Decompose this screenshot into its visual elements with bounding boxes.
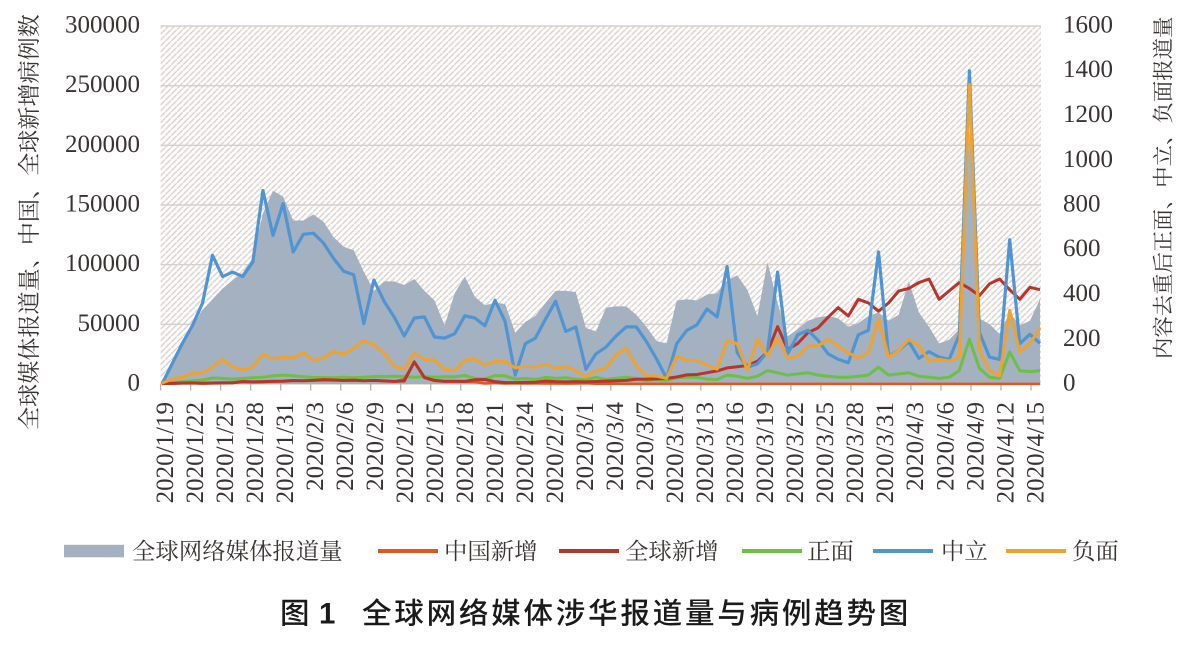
svg-text:300000: 300000 (65, 12, 140, 39)
svg-text:2020/2/27: 2020/2/27 (542, 402, 569, 503)
svg-text:2020/3/31: 2020/3/31 (872, 402, 899, 503)
svg-text:1400: 1400 (1063, 56, 1113, 83)
svg-text:2020/3/25: 2020/3/25 (812, 402, 839, 503)
svg-text:800: 800 (1063, 191, 1101, 218)
svg-text:2020/2/3: 2020/2/3 (302, 402, 329, 491)
svg-text:2020/2/12: 2020/2/12 (392, 402, 419, 503)
svg-text:2020/3/7: 2020/3/7 (632, 402, 659, 491)
svg-text:2020/2/6: 2020/2/6 (332, 402, 359, 491)
svg-text:2020/3/1: 2020/3/1 (572, 402, 599, 491)
svg-text:250000: 250000 (65, 71, 140, 98)
svg-text:400: 400 (1063, 280, 1101, 307)
svg-text:1200: 1200 (1063, 101, 1113, 128)
svg-text:150000: 150000 (65, 191, 140, 218)
svg-text:2020/2/15: 2020/2/15 (422, 402, 449, 503)
svg-text:2020/4/15: 2020/4/15 (1022, 402, 1049, 503)
svg-text:0: 0 (1063, 370, 1076, 397)
svg-text:50000: 50000 (78, 310, 141, 337)
svg-text:2020/4/9: 2020/4/9 (962, 402, 989, 491)
svg-text:2020/1/25: 2020/1/25 (212, 402, 239, 503)
svg-text:600: 600 (1063, 235, 1101, 262)
svg-text:2020/3/19: 2020/3/19 (752, 402, 779, 503)
svg-text:2020/2/9: 2020/2/9 (362, 402, 389, 491)
svg-text:2020/3/13: 2020/3/13 (692, 402, 719, 503)
svg-text:2020/3/22: 2020/3/22 (782, 402, 809, 503)
svg-text:1600: 1600 (1063, 12, 1113, 39)
svg-text:2020/1/31: 2020/1/31 (272, 402, 299, 503)
svg-text:2020/2/21: 2020/2/21 (482, 402, 509, 503)
svg-text:2020/1/28: 2020/1/28 (242, 402, 269, 503)
svg-text:2020/3/16: 2020/3/16 (722, 402, 749, 503)
svg-text:1000: 1000 (1063, 146, 1113, 173)
svg-text:200000: 200000 (65, 131, 140, 158)
svg-text:2020/2/24: 2020/2/24 (512, 402, 539, 504)
svg-text:2020/2/18: 2020/2/18 (452, 402, 479, 503)
svg-text:2020/1/19: 2020/1/19 (152, 402, 179, 503)
svg-text:2020/3/28: 2020/3/28 (842, 402, 869, 503)
svg-text:200: 200 (1063, 325, 1101, 352)
svg-text:2020/3/4: 2020/3/4 (602, 402, 629, 491)
svg-text:2020/1/22: 2020/1/22 (182, 402, 209, 503)
svg-text:2020/3/10: 2020/3/10 (662, 402, 689, 503)
svg-text:1: 1 (319, 598, 335, 631)
svg-text:100000: 100000 (65, 250, 140, 277)
svg-text:2020/4/3: 2020/4/3 (902, 402, 929, 491)
svg-text:0: 0 (128, 370, 141, 397)
svg-text:2020/4/6: 2020/4/6 (932, 402, 959, 491)
svg-text:2020/4/12: 2020/4/12 (992, 402, 1019, 503)
